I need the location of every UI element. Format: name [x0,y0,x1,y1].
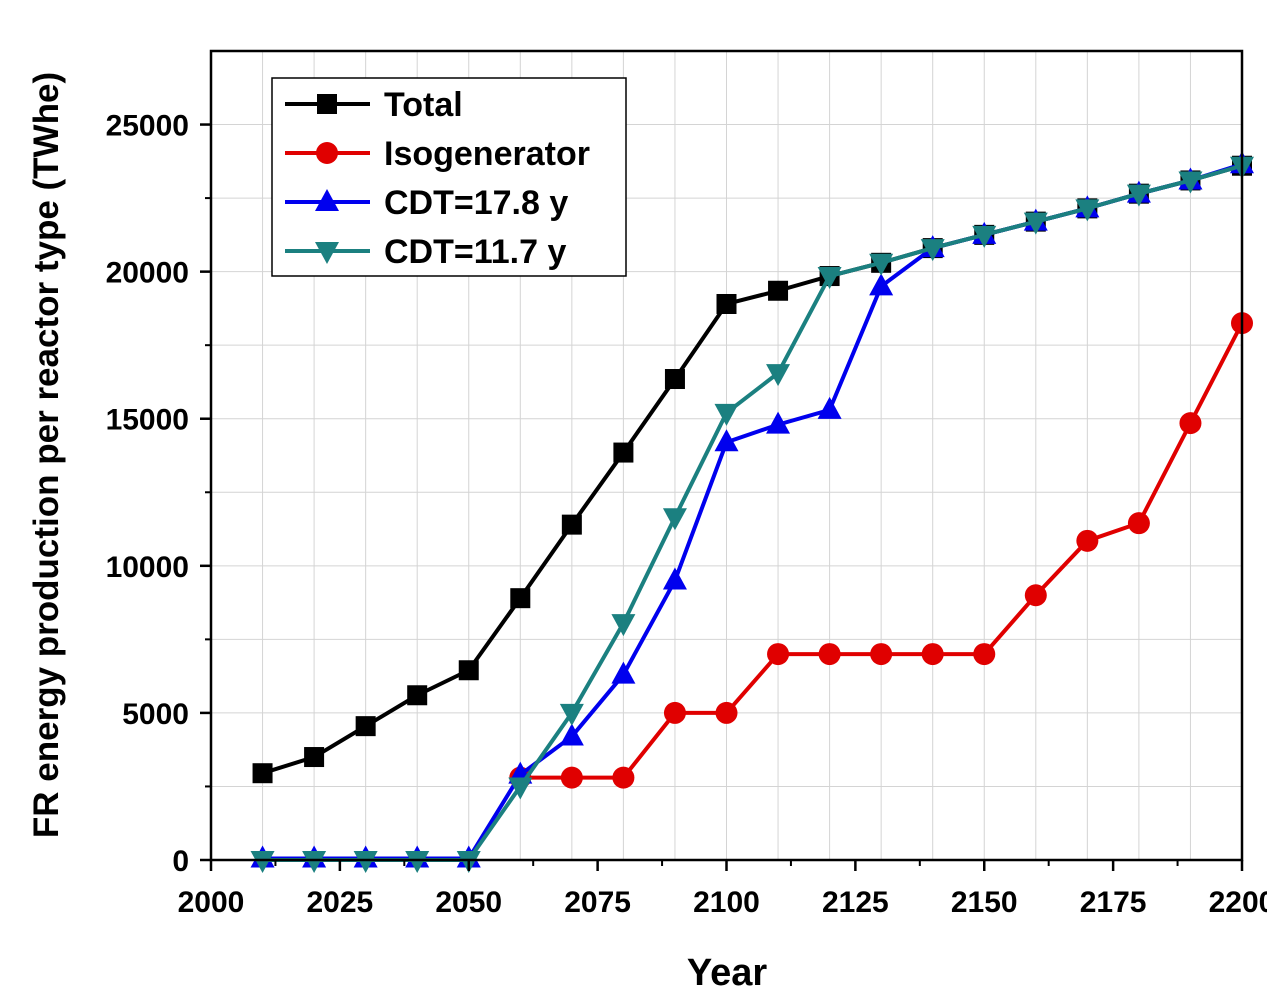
data-point [715,701,738,724]
data-point [1126,184,1151,207]
legend-marker [315,242,339,264]
data-point [407,685,428,706]
y-tick-label: 25000 [106,110,189,143]
data-point [766,411,791,434]
data-point [405,851,430,873]
data-point [611,614,636,637]
data-point [663,701,686,724]
x-tick-label: 2150 [951,886,1018,919]
data-point [250,851,275,873]
data-point [817,267,842,290]
data-point [612,766,635,789]
y-tick-label: 0 [172,845,189,878]
data-point [662,508,687,531]
x-tick-label: 2175 [1080,886,1147,919]
data-point [1179,412,1202,435]
x-tick-label: 2000 [178,886,245,919]
data-point [972,225,997,248]
data-point [818,643,841,666]
legend: Total Isogenerator CDT=17.8 y CDT=11.7 y [271,77,627,277]
data-point [817,396,842,419]
data-point [560,766,583,789]
data-point [869,273,894,296]
legend-label: CDT=11.7 y [384,233,566,271]
data-point [921,643,944,666]
legend-marker [315,189,339,211]
legend-marker [317,94,337,114]
x-tick-label: 2075 [564,886,631,919]
y-tick-label: 15000 [106,404,189,437]
legend-marker [316,142,338,164]
data-point [302,851,327,873]
data-point [716,293,737,314]
data-point [714,403,739,426]
data-point [561,514,582,535]
x-tick-label: 2125 [822,886,889,919]
x-tick-label: 2050 [435,886,502,919]
data-point [920,239,945,262]
data-point [252,763,273,784]
legend-label: Total [384,86,463,124]
data-point [1178,171,1203,194]
y-tick-label: 5000 [122,698,189,731]
data-point [973,643,996,666]
data-point [768,280,789,301]
data-point [1076,529,1099,552]
data-point [510,588,531,609]
data-point [353,851,378,873]
data-point [559,723,584,746]
series-layer [250,151,1254,873]
data-point [714,429,739,452]
y-tick-label: 10000 [106,551,189,584]
data-point [1023,212,1048,235]
data-point [1127,512,1150,535]
data-point [1075,199,1100,222]
x-tick-label: 2025 [307,886,374,919]
data-point [355,716,376,737]
data-point [559,703,584,726]
y-tick-label: 20000 [106,257,189,290]
data-point [508,777,533,800]
series-1 [509,312,1253,789]
data-point [767,643,790,666]
data-point [870,643,893,666]
data-point [458,660,479,681]
legend-label: Isogenerator [384,135,590,173]
data-point [664,369,685,390]
data-point [662,567,687,590]
data-point [766,364,791,387]
data-point [613,442,634,463]
y-axis-title: FR energy production per reactor type (T… [27,72,66,838]
x-axis-title: Year [687,952,768,994]
data-point [1024,584,1047,607]
data-point [869,253,894,276]
data-point [611,661,636,684]
legend-label: CDT=17.8 y [384,184,568,222]
data-point [304,747,325,768]
x-tick-label: 2100 [693,886,760,919]
